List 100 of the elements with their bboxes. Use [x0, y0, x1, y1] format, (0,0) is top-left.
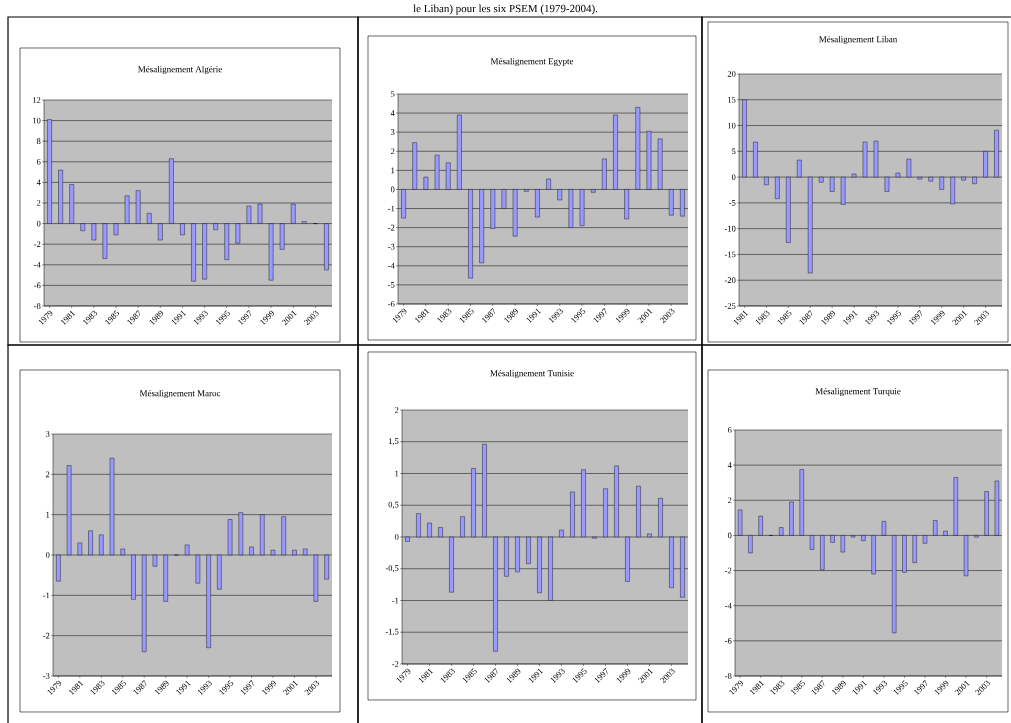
- y-tick-label: -3: [43, 673, 50, 679]
- x-tick-label: 1981: [60, 310, 76, 326]
- y-tick-label: 1: [395, 470, 399, 477]
- y-tick-label: 5: [391, 91, 395, 97]
- bar: [434, 154, 440, 190]
- y-tick-label: 0: [731, 174, 736, 180]
- bar: [881, 521, 887, 536]
- bar: [933, 520, 938, 536]
- y-tick-label: 2: [45, 471, 50, 478]
- bar: [135, 190, 141, 224]
- bar: [789, 501, 794, 536]
- x-tick-label: 2001: [283, 680, 299, 696]
- bar: [779, 527, 784, 536]
- y-tick-label: -6: [725, 637, 732, 644]
- bar: [169, 158, 174, 224]
- y-tick-label: -2: [34, 241, 41, 247]
- bar: [994, 480, 1000, 536]
- y-tick-label: -15: [724, 251, 736, 258]
- y-tick-label: 4: [36, 179, 41, 186]
- bar: [570, 491, 575, 538]
- bar: [146, 213, 152, 224]
- bar: [668, 189, 674, 216]
- bar: [257, 203, 263, 224]
- y-tick-label: 0: [390, 186, 395, 193]
- bar: [423, 176, 429, 190]
- bar: [862, 141, 868, 178]
- y-tick-label: 1,5: [388, 438, 399, 446]
- bar: [512, 189, 518, 237]
- x-tick-label: 2001: [954, 680, 970, 696]
- y-tick-label: 6: [727, 427, 732, 433]
- bar: [438, 527, 443, 538]
- bar: [69, 184, 75, 224]
- bar: [217, 554, 222, 590]
- bar: [786, 176, 791, 243]
- bar: [324, 223, 329, 271]
- bar: [313, 554, 319, 602]
- y-tick-label: -8: [725, 673, 732, 679]
- bar: [302, 548, 308, 556]
- bar: [669, 536, 674, 588]
- bar: [820, 535, 825, 570]
- bar: [658, 498, 663, 538]
- x-tick-label: 2003: [659, 308, 675, 324]
- bar: [479, 189, 484, 264]
- bar: [603, 488, 608, 538]
- bar: [281, 516, 286, 556]
- x-tick-label: 1991: [171, 310, 187, 326]
- bar: [943, 530, 948, 536]
- bar: [213, 223, 218, 230]
- y-tick-label: -1: [388, 205, 395, 212]
- bar: [302, 221, 307, 224]
- y-tick-label: -25: [724, 303, 736, 309]
- y-tick-label: 10: [33, 117, 41, 124]
- bar: [279, 223, 285, 250]
- bar: [928, 176, 934, 182]
- bar: [906, 158, 912, 178]
- bar: [963, 535, 969, 577]
- y-tick-label: 3: [45, 431, 50, 437]
- bar: [416, 513, 421, 538]
- x-tick-label: 1991: [528, 668, 544, 684]
- bar: [983, 151, 988, 178]
- y-tick-label: -5: [388, 282, 395, 288]
- bar: [748, 535, 753, 554]
- x-tick-label: 2001: [638, 668, 654, 684]
- y-tick-label: 5: [732, 148, 736, 155]
- bar: [624, 189, 629, 220]
- x-tick-label: 1991: [852, 680, 867, 696]
- bar: [131, 554, 136, 600]
- bar: [471, 468, 476, 538]
- bar: [758, 515, 763, 536]
- bar: [427, 522, 432, 538]
- bar: [680, 536, 685, 598]
- bar: [635, 107, 641, 190]
- bar: [984, 491, 989, 536]
- bar: [799, 469, 804, 536]
- bar: [490, 189, 496, 229]
- y-tick-label: -1: [392, 597, 399, 604]
- bar: [818, 176, 824, 183]
- bar: [445, 162, 451, 190]
- bar: [270, 549, 276, 556]
- x-tick-label: 1989: [821, 310, 836, 326]
- y-tick-label: -2: [43, 632, 50, 639]
- bar: [902, 535, 907, 573]
- bar: [249, 546, 254, 556]
- y-tick-label: 12: [33, 97, 41, 103]
- y-tick-label: -6: [388, 301, 395, 307]
- x-tick-label: 1983: [437, 308, 452, 324]
- bar: [753, 141, 758, 178]
- bar: [227, 519, 233, 556]
- chart-title: Mésalignement Turquie: [815, 387, 901, 397]
- x-tick-label: 1989: [149, 310, 164, 326]
- y-tick-label: 2: [390, 148, 395, 155]
- bar: [922, 535, 928, 544]
- bar: [206, 554, 211, 648]
- bar: [861, 535, 866, 541]
- bar: [56, 554, 61, 582]
- bar: [493, 536, 498, 652]
- y-tick-label: -20: [724, 277, 736, 284]
- x-tick-label: 1991: [843, 310, 858, 326]
- bar: [851, 173, 857, 178]
- bar: [590, 189, 596, 193]
